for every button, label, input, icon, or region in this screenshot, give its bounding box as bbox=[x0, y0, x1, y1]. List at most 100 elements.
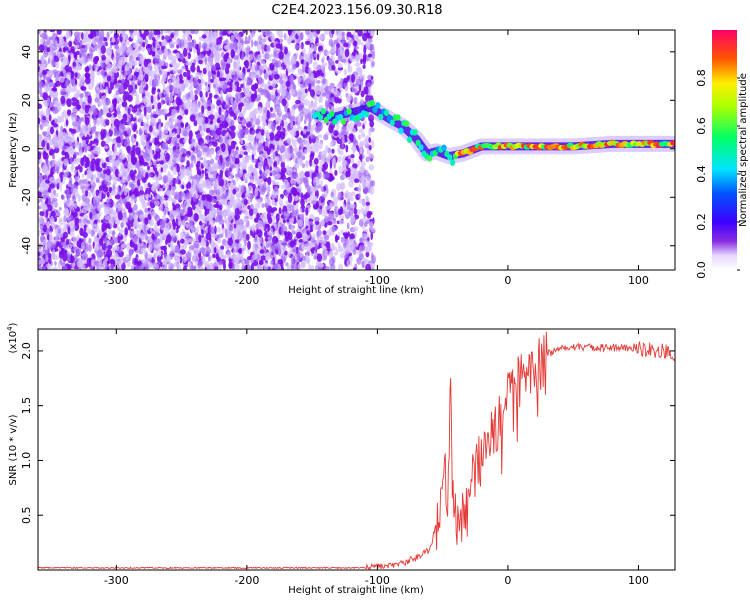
noise-dot bbox=[220, 245, 225, 250]
noise-dot bbox=[98, 132, 102, 141]
noise-dot bbox=[255, 133, 260, 139]
noise-dot bbox=[257, 30, 262, 33]
noise-dot bbox=[183, 138, 186, 144]
noise-dot bbox=[45, 210, 49, 218]
noise-dot bbox=[253, 56, 257, 63]
noise-dot bbox=[180, 147, 186, 154]
noise-dot bbox=[241, 72, 245, 81]
noise-dot bbox=[188, 41, 194, 48]
noise-dot bbox=[140, 105, 145, 111]
noise-dot bbox=[221, 81, 225, 86]
noise-dot bbox=[162, 183, 166, 189]
noise-dot bbox=[274, 185, 279, 192]
noise-dot bbox=[128, 215, 134, 220]
noise-dot bbox=[272, 235, 278, 245]
noise-dot bbox=[99, 193, 102, 201]
noise-dot bbox=[183, 102, 188, 110]
noise-dot bbox=[257, 114, 261, 119]
noise-dot bbox=[52, 33, 58, 37]
noise-dot bbox=[216, 237, 222, 244]
noise-dot bbox=[120, 221, 124, 229]
noise-dot bbox=[150, 95, 154, 104]
noise-dot bbox=[139, 213, 144, 221]
noise-dot bbox=[269, 65, 275, 71]
noise-dot bbox=[225, 66, 230, 75]
noise-dot bbox=[76, 44, 80, 49]
noise-dot bbox=[168, 52, 172, 61]
noise-dot bbox=[140, 165, 144, 172]
noise-dot bbox=[230, 69, 236, 76]
figure-title: C2E4.2023.156.09.30.R18 bbox=[271, 3, 442, 18]
noise-dot bbox=[190, 161, 194, 168]
noise-dot bbox=[212, 209, 218, 214]
noise-dot bbox=[63, 215, 67, 223]
noise-dot bbox=[84, 224, 87, 229]
noise-dot bbox=[103, 237, 108, 243]
noise-dot bbox=[202, 147, 208, 153]
noise-dot bbox=[193, 238, 196, 244]
noise-dot bbox=[154, 181, 160, 190]
noise-dot bbox=[296, 240, 300, 247]
noise-dot bbox=[144, 217, 149, 226]
noise-dot bbox=[257, 88, 264, 93]
noise-dot bbox=[79, 166, 83, 173]
noise-dot bbox=[201, 169, 205, 174]
noise-dot bbox=[149, 227, 153, 233]
noise-dot bbox=[216, 226, 222, 233]
noise-dot bbox=[142, 161, 149, 167]
noise-dot bbox=[265, 65, 269, 74]
noise-dot bbox=[80, 100, 84, 108]
noise-dot bbox=[117, 211, 123, 221]
noise-dot bbox=[66, 30, 72, 39]
noise-dot bbox=[107, 63, 113, 71]
noise-dot bbox=[114, 168, 119, 178]
noise-dot bbox=[50, 126, 54, 135]
noise-dot bbox=[304, 88, 308, 94]
noise-dot bbox=[214, 62, 221, 71]
noise-dot bbox=[139, 234, 145, 239]
noise-dot bbox=[236, 191, 243, 198]
noise-dot bbox=[115, 236, 118, 244]
noise-dot bbox=[196, 65, 200, 74]
noise-dot bbox=[81, 32, 84, 40]
noise-dot bbox=[287, 30, 293, 35]
noise-dot bbox=[276, 30, 280, 36]
noise-dot bbox=[254, 169, 257, 175]
noise-dot bbox=[147, 44, 153, 49]
noise-dot bbox=[178, 154, 181, 163]
noise-dot bbox=[147, 254, 153, 260]
noise-dot bbox=[219, 169, 224, 177]
noise-dot bbox=[178, 143, 184, 148]
noise-dot bbox=[207, 70, 212, 78]
noise-dot bbox=[96, 151, 100, 156]
noise-dot bbox=[230, 131, 236, 139]
noise-dot bbox=[67, 221, 72, 226]
noise-dot bbox=[270, 32, 275, 42]
noise-dot bbox=[142, 42, 146, 48]
noise-dot bbox=[123, 234, 128, 239]
noise-dot bbox=[71, 196, 77, 202]
noise-dot bbox=[293, 201, 297, 206]
noise-dot bbox=[220, 178, 225, 187]
noise-dot bbox=[171, 136, 178, 146]
noise-dot bbox=[251, 39, 254, 48]
noise-dot bbox=[180, 215, 185, 220]
noise-dot bbox=[195, 71, 201, 77]
noise-dot bbox=[206, 135, 210, 141]
noise-dot bbox=[279, 79, 284, 84]
noise-dot bbox=[172, 149, 178, 157]
noise-dot bbox=[44, 85, 51, 92]
noise-dot bbox=[257, 161, 263, 170]
noise-dot bbox=[80, 45, 86, 49]
noise-dot bbox=[218, 249, 224, 257]
noise-dot bbox=[168, 122, 174, 127]
noise-dot bbox=[147, 47, 151, 53]
noise-dot bbox=[38, 191, 43, 197]
noise-dot bbox=[295, 130, 300, 137]
noise-dot bbox=[75, 166, 79, 171]
noise-dot bbox=[152, 131, 158, 136]
noise-dot bbox=[41, 163, 48, 173]
noise-dot bbox=[60, 95, 66, 105]
noise-dot bbox=[38, 174, 44, 182]
noise-dot bbox=[78, 122, 81, 131]
